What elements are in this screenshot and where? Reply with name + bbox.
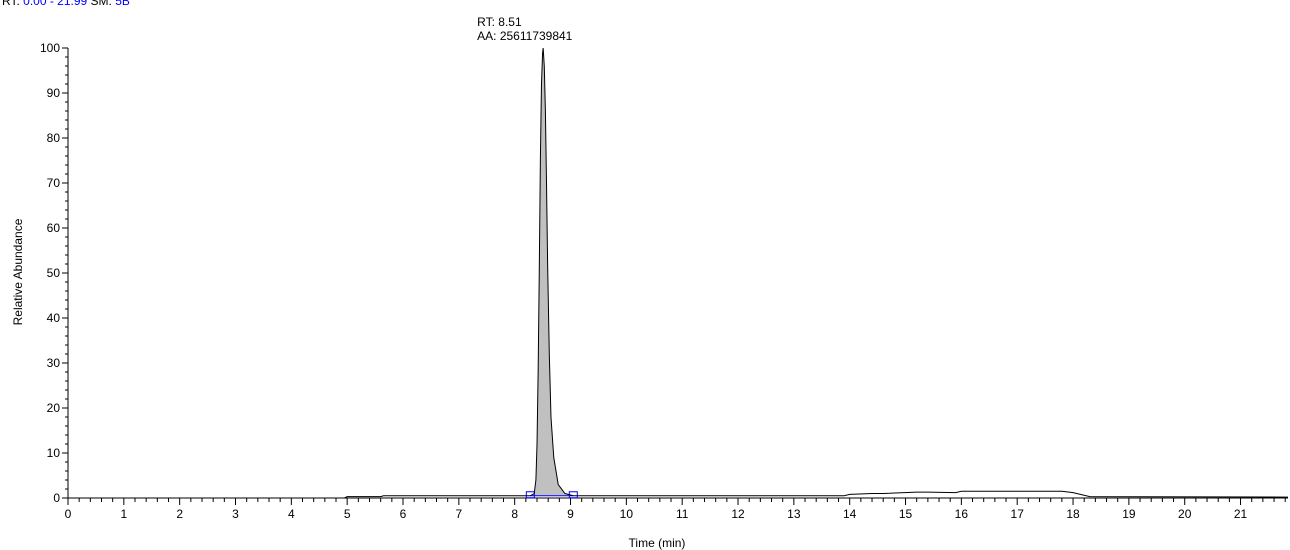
x-tick-label: 2 xyxy=(176,507,183,521)
y-tick-label: 0 xyxy=(53,491,60,505)
plot-area xyxy=(68,47,1289,499)
x-tick-label: 9 xyxy=(567,507,574,521)
x-tick-label: 7 xyxy=(456,507,463,521)
rt-range: 0.00 - 21.99 xyxy=(23,0,88,8)
sm-label: SM: xyxy=(90,0,112,8)
peak-annotation-label: RT: 8.51 xyxy=(477,15,522,29)
y-tick-label: 20 xyxy=(47,401,61,415)
x-tick-label: 14 xyxy=(843,507,857,521)
x-tick-label: 20 xyxy=(1178,507,1192,521)
rt-label: RT: xyxy=(2,0,20,8)
y-tick-label: 90 xyxy=(47,86,61,100)
x-tick-label: 3 xyxy=(232,507,239,521)
x-tick-label: 12 xyxy=(731,507,745,521)
x-tick-label: 0 xyxy=(65,507,72,521)
y-tick-label: 80 xyxy=(47,131,61,145)
x-tick-label: 4 xyxy=(288,507,295,521)
sm-value: 5B xyxy=(115,0,130,8)
y-tick-label: 70 xyxy=(47,176,61,190)
x-tick-label: 21 xyxy=(1234,507,1248,521)
x-tick-label: 18 xyxy=(1066,507,1080,521)
y-tick-label: 10 xyxy=(47,446,61,460)
x-tick-label: 16 xyxy=(955,507,969,521)
peak-start-marker xyxy=(525,491,535,499)
y-axis-label: Relative Abundance xyxy=(11,218,25,325)
x-axis-label: Time (min) xyxy=(629,536,686,550)
y-tick-label: 100 xyxy=(40,41,60,55)
peak-area-fill xyxy=(530,48,574,496)
y-tick-label: 40 xyxy=(47,311,61,325)
chart-header: RT: 0.00 - 21.99 SM: 5B xyxy=(2,0,130,8)
x-tick-label: 6 xyxy=(400,507,407,521)
labels: Relative Abundance Time (min) 0102030405… xyxy=(11,15,1248,550)
x-tick-label: 19 xyxy=(1122,507,1136,521)
axes xyxy=(62,47,1288,505)
y-tick-label: 50 xyxy=(47,266,61,280)
x-tick-label: 11 xyxy=(676,507,689,521)
x-tick-label: 10 xyxy=(620,507,634,521)
x-tick-label: 5 xyxy=(344,507,351,521)
chromatogram-trace xyxy=(68,47,1289,499)
x-tick-label: 13 xyxy=(787,507,801,521)
peak-annotation-label: AA: 25611739841 xyxy=(477,29,573,43)
x-tick-label: 1 xyxy=(120,507,127,521)
y-tick-label: 30 xyxy=(47,356,61,370)
y-tick-label: 60 xyxy=(47,221,61,235)
x-tick-label: 17 xyxy=(1011,507,1025,521)
x-tick-label: 8 xyxy=(511,507,518,521)
x-tick-label: 15 xyxy=(899,507,913,521)
